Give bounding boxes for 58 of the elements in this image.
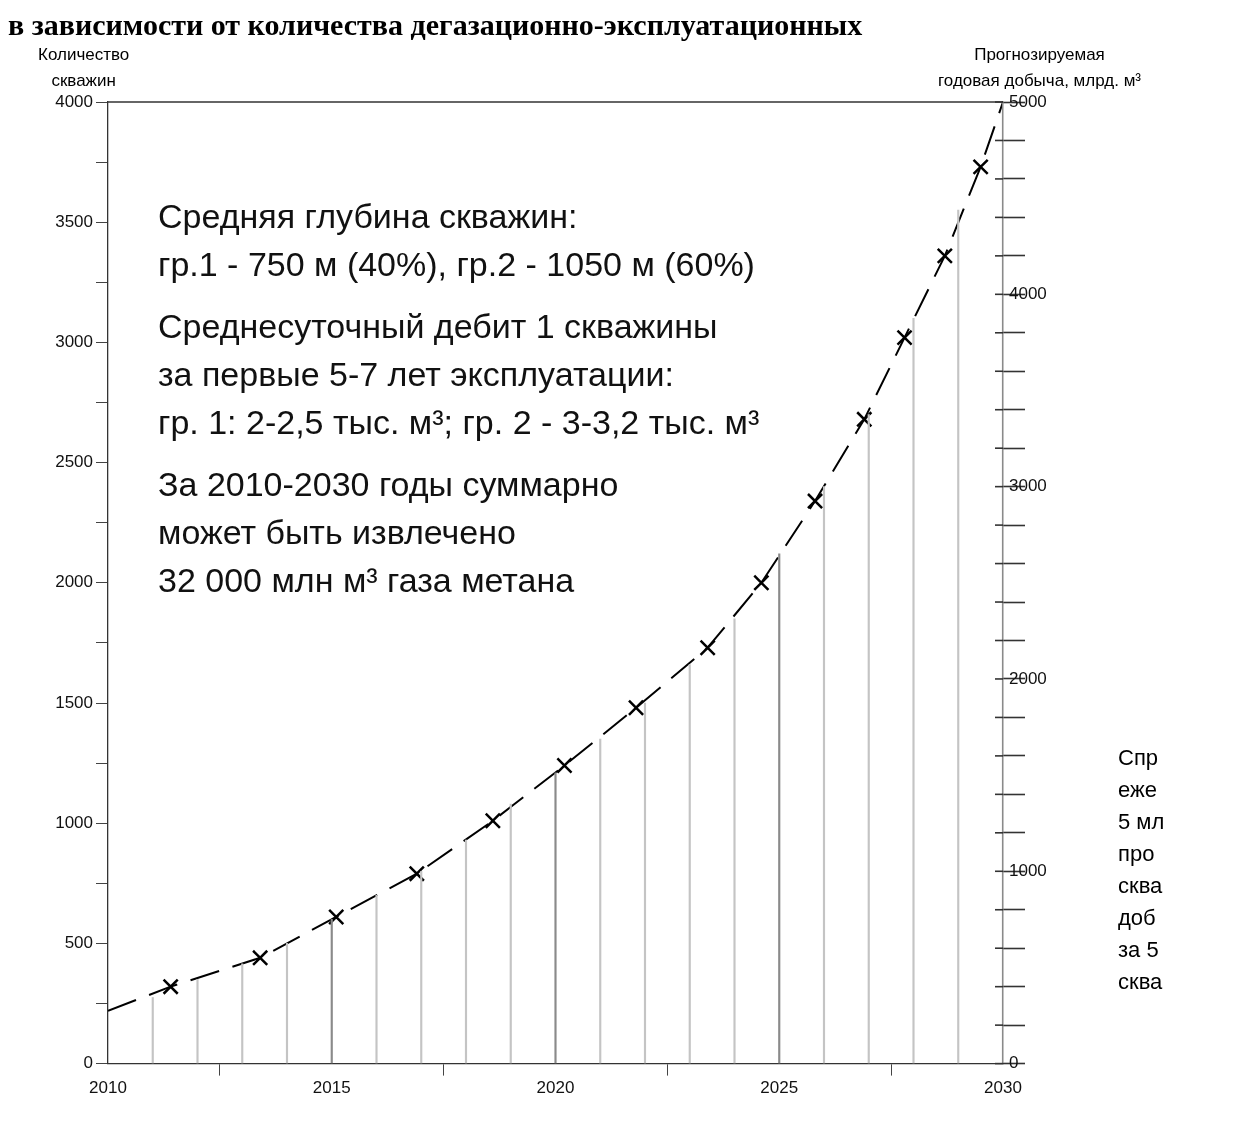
y-tick-label: 2500 bbox=[55, 452, 93, 472]
y-tick-label: 1500 bbox=[55, 692, 93, 712]
annotation: За 2010-2030 годы суммарно может быть извлечено 32 000 млн м³ газа метана bbox=[158, 464, 620, 601]
y2-tick-label: 2000 bbox=[1009, 668, 1047, 688]
bar bbox=[464, 839, 468, 1064]
bar bbox=[957, 209, 960, 1064]
bar bbox=[241, 963, 244, 1064]
point bbox=[699, 639, 716, 657]
point bbox=[162, 978, 179, 995]
x-tick-label: 2020 bbox=[536, 1078, 575, 1098]
point bbox=[327, 908, 345, 926]
y2-tick-label: 3000 bbox=[1009, 476, 1047, 496]
bar bbox=[375, 894, 378, 1064]
point bbox=[484, 812, 502, 830]
y-tick-label: 500 bbox=[64, 933, 93, 953]
bar bbox=[196, 979, 199, 1064]
text: Спр еже 5 мл про сква доб за 5 сква bbox=[1118, 744, 1165, 996]
point bbox=[627, 699, 645, 717]
bar bbox=[912, 318, 915, 1064]
bar bbox=[867, 414, 870, 1064]
bar bbox=[509, 803, 512, 1064]
point bbox=[251, 949, 269, 967]
point bbox=[896, 329, 913, 346]
bar bbox=[420, 870, 423, 1064]
bar bbox=[151, 997, 154, 1064]
y2-tick-label: 5000 bbox=[1009, 91, 1047, 111]
bar bbox=[778, 553, 781, 1064]
bar bbox=[822, 486, 826, 1064]
point bbox=[408, 865, 426, 883]
bar bbox=[733, 618, 736, 1064]
x-tick-label: 2025 bbox=[760, 1078, 799, 1098]
x-tick-label: 2030 bbox=[984, 1078, 1022, 1098]
point bbox=[806, 492, 824, 510]
point bbox=[556, 757, 573, 774]
bar bbox=[330, 919, 333, 1064]
y-tick-label: 2000 bbox=[55, 572, 93, 592]
point bbox=[936, 247, 954, 265]
annotation: Средняя глубина скважин: гр.1 - 750 м (40%), гр.2 - 1050 м (60%) bbox=[158, 196, 756, 285]
y2-axis-title: Прогнозируемая годовая добыча, млрд. м³ bbox=[938, 45, 1141, 90]
y-tick-label: 3000 bbox=[55, 332, 93, 352]
chart-title: в зависимости от количества дегазационно-эксплуатационных bbox=[8, 8, 864, 42]
annotation: Среднесуточный дебит 1 скважины за первые 5-7 лет эксплуатации: гр. 1: 2-2,5 тыс. м³; гр. 2 - 3-3,2 тыс. м³ bbox=[158, 306, 760, 443]
bar bbox=[643, 702, 647, 1064]
point bbox=[972, 158, 989, 176]
point bbox=[753, 574, 770, 592]
x-tick-label: 2015 bbox=[312, 1078, 351, 1098]
bar bbox=[599, 738, 602, 1064]
y-tick-label: 3500 bbox=[55, 211, 93, 231]
y-tick-label: 1000 bbox=[55, 812, 93, 832]
y2-tick-label: 4000 bbox=[1009, 284, 1047, 304]
bar bbox=[285, 943, 289, 1064]
bar bbox=[554, 772, 557, 1064]
y2-tick-label: 1000 bbox=[1009, 860, 1047, 880]
bar bbox=[688, 664, 691, 1064]
y-tick-label: 0 bbox=[83, 1053, 93, 1073]
y-axis-title: Количество скважин bbox=[38, 45, 130, 90]
x-tick-label: 2010 bbox=[89, 1078, 127, 1098]
y-tick-label: 4000 bbox=[55, 91, 93, 111]
